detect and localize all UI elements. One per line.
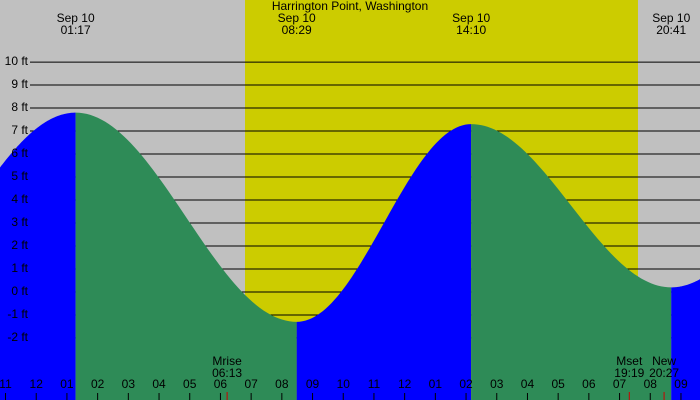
falling-tide	[75, 112, 297, 400]
x-tick-label: 08	[275, 377, 289, 391]
moon-time: 20:27	[649, 366, 679, 380]
moon-event: Mset	[616, 354, 643, 368]
y-tick-label: -1 ft	[7, 307, 28, 321]
y-tick-label: 0 ft	[11, 284, 28, 298]
y-tick-label: 4 ft	[11, 192, 28, 206]
moon-event: Mrise	[212, 354, 242, 368]
y-tick-label: 7 ft	[11, 123, 28, 137]
rising-tide	[671, 279, 700, 400]
x-tick-label: 10	[337, 377, 351, 391]
x-tick-label: 08	[644, 377, 658, 391]
tide-date: Sep 10	[278, 11, 316, 25]
y-tick-label: 1 ft	[11, 261, 28, 275]
x-tick-label: 04	[521, 377, 535, 391]
y-tick-label: 2 ft	[11, 238, 28, 252]
x-tick-label: 03	[490, 377, 504, 391]
x-tick-label: 02	[459, 377, 473, 391]
x-tick-label: 04	[152, 377, 166, 391]
tide-time: 01:17	[61, 23, 91, 37]
x-tick-label: 07	[244, 377, 258, 391]
tide-date: Sep 10	[652, 11, 690, 25]
y-tick-label: 9 ft	[11, 77, 28, 91]
x-tick-label: 05	[551, 377, 565, 391]
x-tick-label: 11	[0, 377, 12, 391]
y-tick-label: -2 ft	[7, 330, 28, 344]
x-tick-label: 12	[30, 377, 44, 391]
tide-time: 08:29	[282, 23, 312, 37]
x-tick-label: 03	[122, 377, 136, 391]
x-tick-label: 12	[398, 377, 412, 391]
x-tick-label: 06	[214, 377, 228, 391]
x-tick-label: 02	[91, 377, 105, 391]
x-tick-label: 09	[306, 377, 320, 391]
x-tick-label: 01	[60, 377, 74, 391]
x-tick-label: 05	[183, 377, 197, 391]
moon-time: 19:19	[614, 366, 644, 380]
moon-event: New	[652, 354, 676, 368]
chart-title: Harrington Point, Washington	[272, 0, 428, 13]
tide-date: Sep 10	[57, 11, 95, 25]
tide-time: 14:10	[456, 23, 486, 37]
x-tick-label: 09	[674, 377, 688, 391]
x-tick-label: 01	[429, 377, 443, 391]
y-tick-label: 3 ft	[11, 215, 28, 229]
y-tick-label: 10 ft	[5, 54, 29, 68]
falling-tide	[471, 124, 672, 400]
tide-time: 20:41	[656, 23, 686, 37]
y-tick-label: 6 ft	[11, 146, 28, 160]
y-tick-label: 8 ft	[11, 100, 28, 114]
moon-time: 06:13	[212, 366, 242, 380]
x-tick-label: 07	[613, 377, 627, 391]
x-tick-label: 11	[368, 377, 381, 391]
rising-tide	[296, 124, 472, 400]
tide-date: Sep 10	[452, 11, 490, 25]
y-tick-label: 5 ft	[11, 169, 28, 183]
x-tick-label: 06	[582, 377, 596, 391]
rising-tide	[0, 112, 76, 400]
